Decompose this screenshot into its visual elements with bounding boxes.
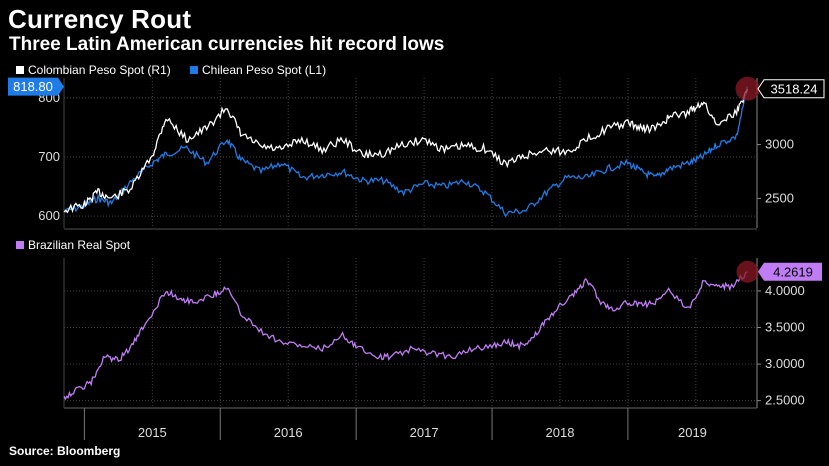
legend-brl-label: Brazilian Real Spot (28, 238, 131, 252)
bottom-right-tick-label: 3.0000 (765, 356, 805, 371)
bottom-right-tick-label: 2.5000 (765, 393, 805, 408)
brl-last-value-badge-text: 4.2619 (773, 264, 813, 279)
chilean-peso-line (64, 86, 749, 218)
legend-brl-swatch (16, 241, 24, 249)
brl-last-value-badge: 4.2619 (758, 262, 822, 281)
x-tick-label: 2015 (138, 425, 167, 440)
source-note: Source: Bloomberg (9, 444, 121, 458)
chart-title: Currency Rout (8, 4, 192, 34)
cop-last-value-badge-box (757, 79, 825, 99)
brl-last-value-badge-box (758, 262, 822, 281)
top-left-tick-label: 600 (38, 208, 60, 223)
clp-last-value-badge-box (8, 77, 64, 96)
legend-clp-swatch (190, 66, 198, 74)
colombian-peso-line (63, 88, 749, 214)
top-record-marker (735, 76, 760, 101)
legend-cop-swatch (16, 66, 24, 74)
x-tick-label: 2019 (678, 425, 707, 440)
chart-subtitle: Three Latin American currencies hit reco… (9, 34, 445, 55)
bottom-record-marker (736, 260, 759, 283)
cop-last-value-badge: 3518.24 (757, 79, 825, 99)
legend-cop: Colombian Peso Spot (R1) (16, 63, 171, 77)
bottom-right-tick-label: 3.5000 (765, 320, 805, 335)
top-right-tick-label: 3000 (765, 137, 794, 152)
x-tick-label: 2018 (546, 425, 575, 440)
top-right-tick-label: 2500 (765, 190, 794, 205)
x-tick-label: 2017 (410, 425, 439, 440)
legend-cop-label: Colombian Peso Spot (R1) (28, 63, 171, 77)
legend-clp: Chilean Peso Spot (L1) (190, 63, 326, 77)
x-tick-label: 2016 (274, 425, 303, 440)
brazilian-real-line (63, 271, 748, 401)
legend-clp-label: Chilean Peso Spot (L1) (202, 63, 327, 77)
top-left-tick-label: 700 (38, 149, 60, 164)
cop-last-value-badge-text: 3518.24 (771, 81, 818, 96)
legend-brl: Brazilian Real Spot (16, 238, 130, 252)
clp-last-value-badge: 818.80 (8, 77, 64, 96)
clp-last-value-badge-text: 818.80 (13, 79, 53, 94)
bottom-right-tick-label: 4.0000 (765, 283, 805, 298)
